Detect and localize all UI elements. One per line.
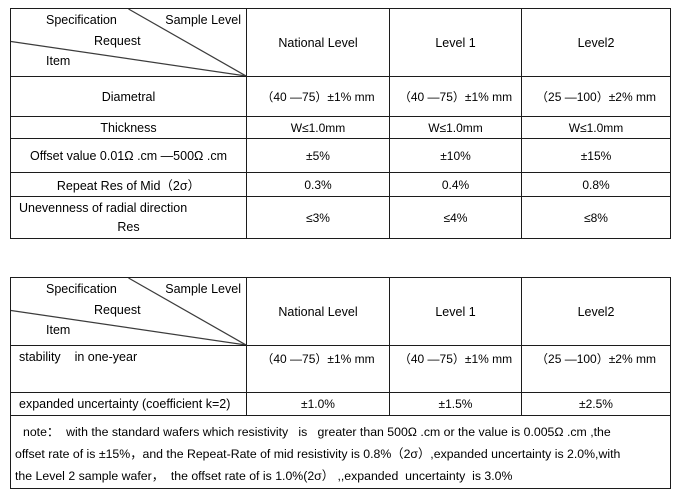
table-header-row: Specification Sample Level Request Item … <box>10 8 671 77</box>
value-cell: （25 —100）±2% mm <box>521 76 671 117</box>
row-label-unevenness: Unevenness of radial direction Res <box>10 196 247 239</box>
value-cell: （40 —75）±1% mm <box>389 345 522 393</box>
corner-item-label: Item <box>46 54 71 68</box>
value-cell: W≤1.0mm <box>521 116 671 139</box>
note-line-3: the Level 2 sample wafer， the offset rat… <box>15 469 513 483</box>
corner-specification-label: Specification <box>46 13 117 27</box>
corner-request-label: Request <box>94 303 141 317</box>
header-corner-cell: Specification Sample Level Request Item <box>10 8 247 77</box>
table-row-unevenness: Unevenness of radial direction Res ≤3% ≤… <box>10 196 671 239</box>
table-row-stability: stability in one-year （40 —75）±1% mm （40… <box>10 345 671 393</box>
header-corner-cell: Specification Sample Level Request Item <box>10 277 247 346</box>
diagonal-lines-icon <box>11 278 246 345</box>
corner-sample-level-label: Sample Level <box>165 13 241 27</box>
spec-table-1: Specification Sample Level Request Item … <box>10 8 671 239</box>
diagonal-corner: Specification Sample Level Request Item <box>11 9 246 76</box>
value-cell: ±10% <box>389 138 522 173</box>
unevenness-label-line1: Unevenness of radial direction <box>19 200 188 215</box>
table-row-diametral: Diametral （40 —75）±1% mm （40 —75）±1% mm … <box>10 76 671 117</box>
row-label-repeat-res: Repeat Res of Mid（2σ） <box>10 172 247 197</box>
value-cell: （40 —75）±1% mm <box>389 76 522 117</box>
value-cell: W≤1.0mm <box>389 116 522 139</box>
value-cell: （25 —100）±2% mm <box>521 345 671 393</box>
column-header-level-2: Level2 <box>521 277 671 346</box>
table-header-row: Specification Sample Level Request Item … <box>10 277 671 346</box>
column-header-national-level: National Level <box>246 277 390 346</box>
value-cell: 0.3% <box>246 172 390 197</box>
note-line-2: offset rate of is ±15%，and the Repeat-Ra… <box>15 447 621 461</box>
corner-specification-label: Specification <box>46 282 117 296</box>
corner-request-label: Request <box>94 34 141 48</box>
row-label-diametral: Diametral <box>10 76 247 117</box>
value-cell: ≤3% <box>246 196 390 239</box>
value-cell: W≤1.0mm <box>246 116 390 139</box>
unevenness-label-line2: Res <box>117 219 140 234</box>
column-header-level-1: Level 1 <box>389 8 522 77</box>
corner-item-label: Item <box>46 323 71 337</box>
table-row-repeat-res: Repeat Res of Mid（2σ） 0.3% 0.4% 0.8% <box>10 172 671 197</box>
table-row-note: note： with the standard wafers which res… <box>10 415 671 489</box>
table-row-thickness: Thickness W≤1.0mm W≤1.0mm W≤1.0mm <box>10 116 671 139</box>
value-cell: ≤8% <box>521 196 671 239</box>
table-row-expanded-uncertainty: expanded uncertainty (coefficient k=2) ±… <box>10 392 671 416</box>
table-row-offset-value: Offset value 0.01Ω .cm —500Ω .cm ±5% ±10… <box>10 138 671 173</box>
value-cell: ±5% <box>246 138 390 173</box>
column-header-level-2: Level2 <box>521 8 671 77</box>
corner-sample-level-label: Sample Level <box>165 282 241 296</box>
row-label-stability: stability in one-year <box>10 345 247 393</box>
spec-table-2: Specification Sample Level Request Item … <box>10 277 671 489</box>
value-cell: ±15% <box>521 138 671 173</box>
column-header-national-level: National Level <box>246 8 390 77</box>
note-cell: note： with the standard wafers which res… <box>10 415 671 489</box>
value-cell: ±1.5% <box>389 392 522 416</box>
value-cell: ±1.0% <box>246 392 390 416</box>
value-cell: （40 —75）±1% mm <box>246 76 390 117</box>
value-cell: ≤4% <box>389 196 522 239</box>
row-label-thickness: Thickness <box>10 116 247 139</box>
row-label-offset-value: Offset value 0.01Ω .cm —500Ω .cm <box>10 138 247 173</box>
note-line-1: note： with the standard wafers which res… <box>23 425 611 439</box>
diagonal-corner: Specification Sample Level Request Item <box>11 278 246 345</box>
diagonal-lines-icon <box>11 9 246 76</box>
value-cell: 0.4% <box>389 172 522 197</box>
value-cell: ±2.5% <box>521 392 671 416</box>
column-header-level-1: Level 1 <box>389 277 522 346</box>
value-cell: 0.8% <box>521 172 671 197</box>
value-cell: （40 —75）±1% mm <box>246 345 390 393</box>
row-label-expanded-uncertainty: expanded uncertainty (coefficient k=2) <box>10 392 247 416</box>
